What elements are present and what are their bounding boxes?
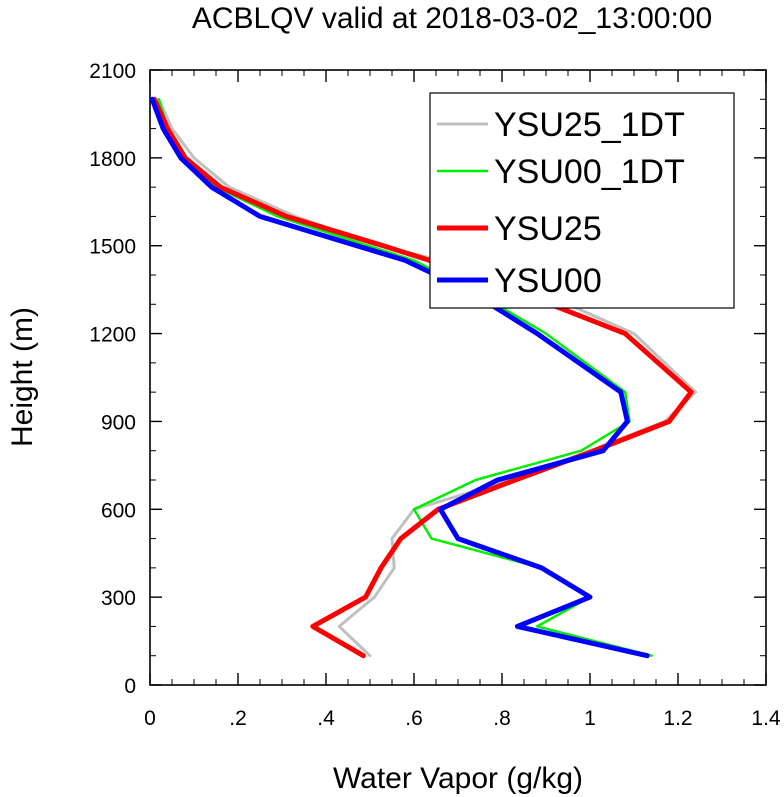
y-tick-label: 1200 <box>89 324 136 347</box>
y-axis-label: Height (m) <box>6 307 39 447</box>
y-tick-label: 900 <box>101 411 136 434</box>
series-line-ysu25 <box>151 96 694 659</box>
series-line-ysu00 <box>149 96 650 659</box>
x-axis-label: Water Vapor (g/kg) <box>333 762 583 795</box>
x-tick-label: .2 <box>229 707 247 730</box>
legend-label: YSU25 <box>494 210 602 248</box>
y-tick-label: 2100 <box>89 60 136 83</box>
y-tick-label: 600 <box>101 499 136 522</box>
legend-box <box>429 92 735 309</box>
y-tick-label: 0 <box>124 675 136 698</box>
series-lines <box>149 96 698 659</box>
y-tick-label: 300 <box>101 587 136 610</box>
chart-title: ACBLQV valid at 2018-03-02_13:00:00 <box>192 2 712 35</box>
x-tick-label: .8 <box>493 707 511 730</box>
x-tick-label: 1.4 <box>751 707 781 730</box>
legend-label: YSU25_1DT <box>494 106 685 144</box>
legend: YSU25_1DT YSU00_1DT YSU25 YSU00 <box>429 92 735 309</box>
axis-ticks: 0 .2 .4 .6 .8 1 1.2 1.4 0 300 600 900 1200 1500 1800 21… <box>89 60 781 730</box>
x-tick-label: 0 <box>144 707 156 730</box>
x-tick-label: 1.2 <box>663 707 692 730</box>
x-tick-label: 1 <box>584 707 596 730</box>
y-tick-label: 1800 <box>89 148 136 171</box>
legend-label: YSU00_1DT <box>494 153 685 191</box>
x-tick-label: .6 <box>405 707 423 730</box>
x-tick-label: .4 <box>317 707 335 730</box>
y-tick-label: 1500 <box>89 236 136 259</box>
legend-label: YSU00 <box>494 262 602 300</box>
